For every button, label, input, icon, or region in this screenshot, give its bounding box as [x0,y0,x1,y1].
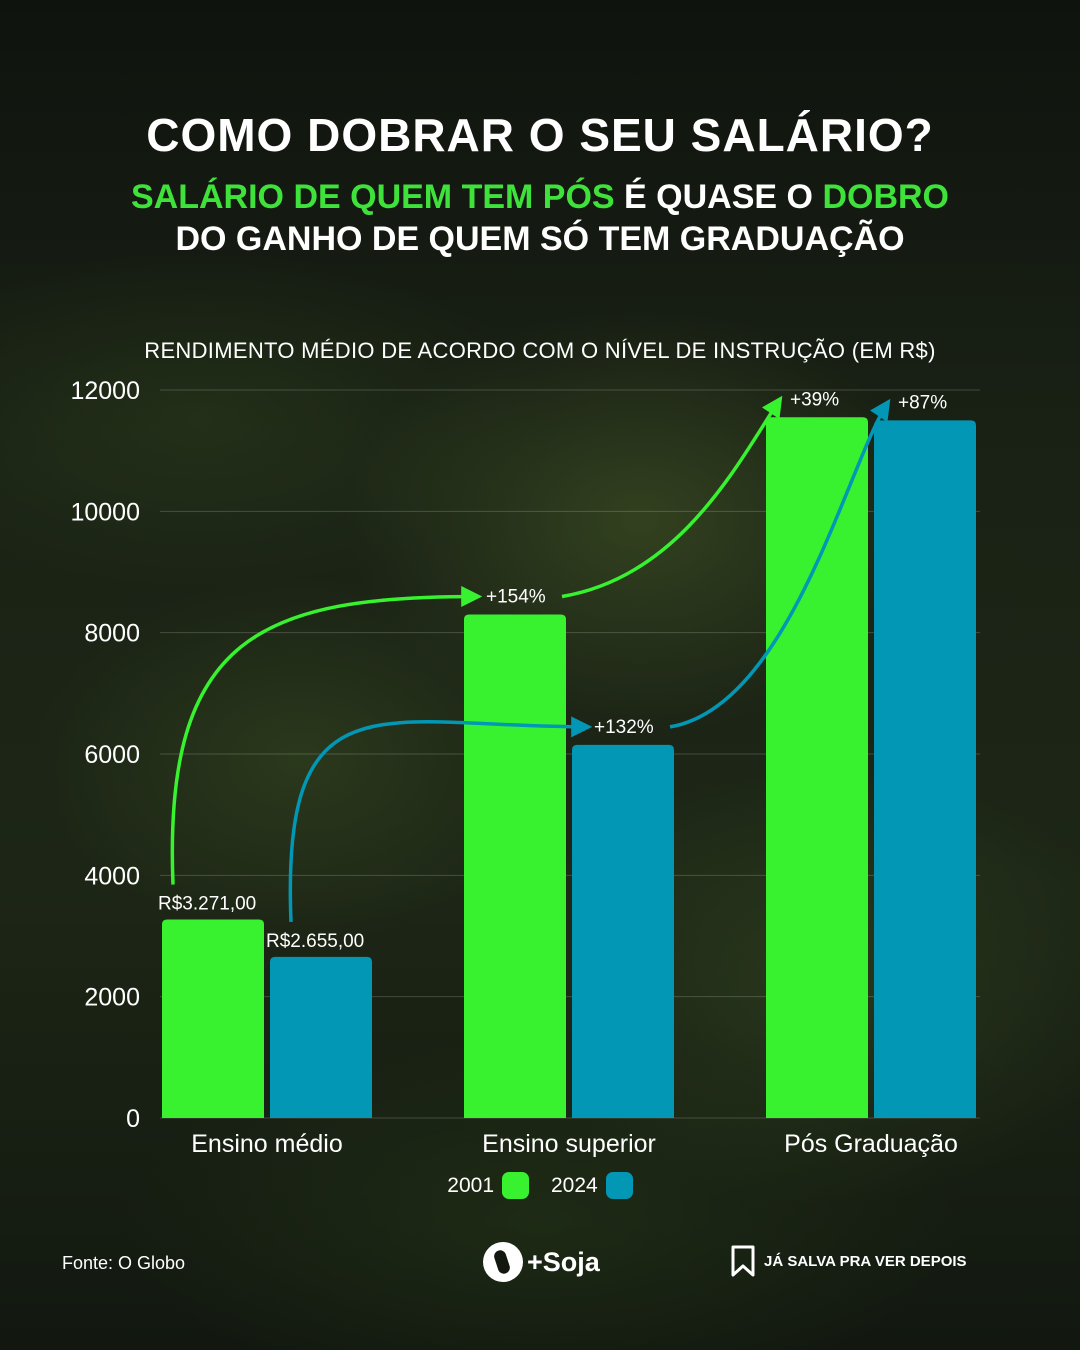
save-cta-label: JÁ SALVA PRA VER DEPOIS [764,1252,967,1270]
legend-swatch-2001 [502,1172,529,1199]
y-tick-label: 10000 [70,498,140,526]
legend-label-2024: 2024 [551,1173,598,1197]
data-labels: R$3.271,00 +154% +39% R$2.655,00 +132% +87% [158,389,947,952]
data-label: +132% [594,717,654,738]
x-axis-ticks: Ensino médio Ensino superior Pós Graduação [191,1130,958,1158]
bar-2001 [464,614,566,1118]
y-tick-label: 0 [126,1105,140,1133]
data-label: +39% [790,389,839,410]
x-tick-label: Pós Graduação [784,1130,958,1158]
chart-bars [162,417,976,1118]
data-label: +87% [898,392,947,413]
trend-arrows [170,395,891,922]
trend-arrow-2001 [170,585,483,885]
bar-2024 [270,956,372,1118]
x-tick-label: Ensino superior [482,1130,656,1158]
trend-arrow-2024 [288,716,593,922]
subtitle-text-2: DO GANHO DE QUEM SÓ TEM GRADUAÇÃO [175,220,905,258]
legend-label-2001: 2001 [447,1173,494,1197]
bar-2024 [572,744,674,1118]
data-label: +154% [486,586,546,607]
data-label: R$2.655,00 [266,931,364,952]
bar-2024 [874,420,976,1118]
y-tick-label: 2000 [84,984,140,1012]
brand-name: +Soja [527,1246,600,1277]
save-cta[interactable]: JÁ SALVA PRA VER DEPOIS [730,1245,967,1277]
soy-icon [483,1242,523,1282]
trend-arrow-2024 [669,398,891,729]
page-title: COMO DOBRAR O SEU SALÁRIO? [146,109,934,161]
x-tick-label: Ensino médio [191,1130,342,1158]
chart-title: RENDIMENTO MÉDIO DE ACORDO COM O NÍVEL D… [144,338,936,363]
subtitle-text-1: É QUASE O [624,178,813,216]
y-tick-label: 12000 [70,377,140,405]
bar-2001 [766,417,868,1118]
brand-logo: +Soja [483,1242,600,1282]
y-axis-ticks: 0 2000 4000 6000 8000 10000 12000 [70,377,140,1133]
trend-arrow-2001 [561,395,783,599]
y-tick-label: 8000 [84,620,140,648]
data-label: R$3.271,00 [158,894,256,915]
bar-2001 [162,919,264,1118]
chart-legend: 2001 2024 [0,1172,1080,1199]
subtitle-highlight-1: SALÁRIO DE QUEM TEM PÓS [131,178,615,216]
y-tick-label: 6000 [84,741,140,769]
legend-swatch-2024 [605,1172,633,1199]
page-subtitle: SALÁRIO DE QUEM TEM PÓS É QUASE O DOBRO … [0,176,1080,260]
source-note: Fonte: O Globo [62,1253,186,1273]
y-tick-label: 4000 [84,862,140,890]
bookmark-icon [731,1245,755,1277]
subtitle-highlight-2: DOBRO [822,178,949,216]
